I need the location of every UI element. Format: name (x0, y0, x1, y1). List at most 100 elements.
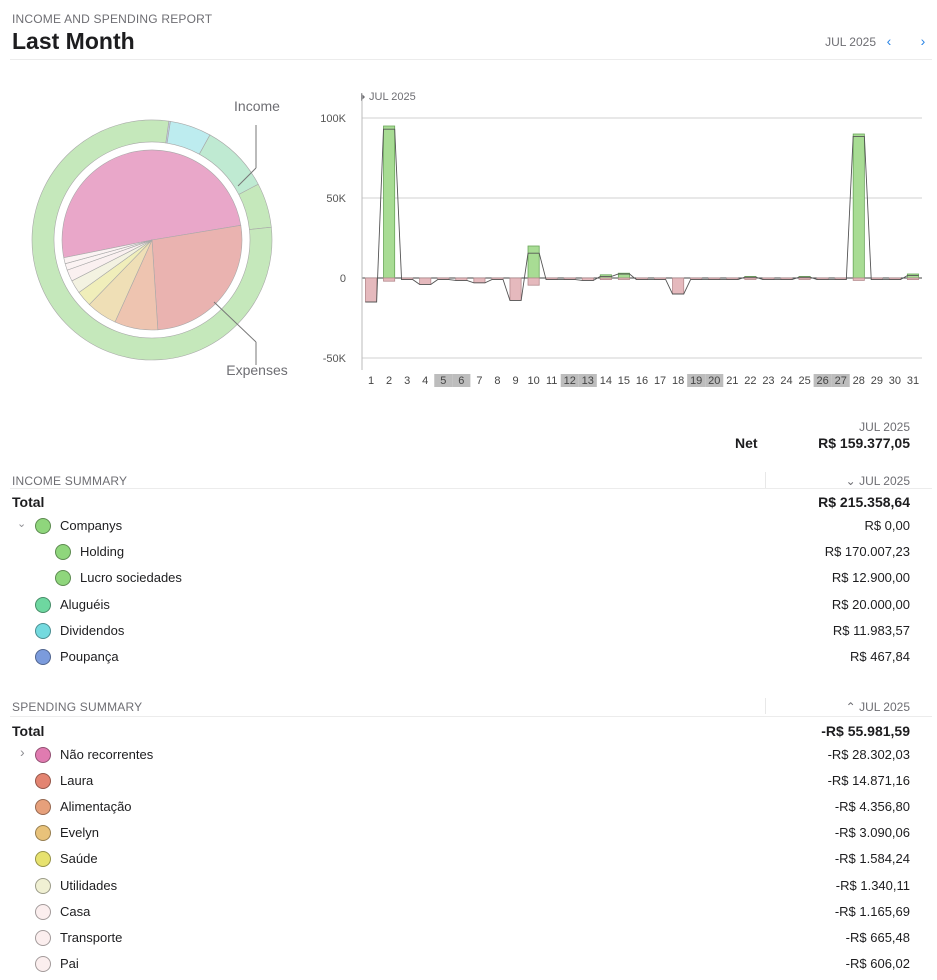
expense-bar[interactable] (419, 277, 432, 285)
income-slice[interactable] (31, 119, 273, 361)
section-divider (10, 716, 932, 717)
category-label: Holding (80, 544, 125, 560)
prev-period-button[interactable]: ‹ (881, 31, 897, 51)
spending-total-value: -R$ 55.981,59 (821, 723, 910, 739)
x-tick-label: 17 (654, 375, 666, 387)
income-summary-period-label: JUL 2025 (859, 474, 910, 488)
income-category-row[interactable]: ⌄ Companys R$ 0,00 (0, 514, 937, 540)
weekend-highlight (560, 374, 579, 387)
category-value: R$ 11.983,57 (832, 622, 910, 638)
x-tick-label: 14 (600, 375, 612, 387)
category-label: Companys (60, 518, 123, 533)
x-tick-label: 29 (871, 375, 883, 387)
spending-category-row[interactable]: Pai -R$ 606,02 (0, 952, 937, 978)
category-value: R$ 170.007,23 (824, 544, 910, 560)
y-tick-label: -50K (323, 353, 347, 365)
category-value: -R$ 1.165,69 (834, 903, 910, 919)
category-color-dot (35, 851, 51, 868)
net-line (365, 128, 919, 303)
category-color-dot (35, 596, 51, 613)
x-tick-label: 15 (618, 375, 630, 387)
income-category-row[interactable]: Poupança R$ 467,84 (0, 645, 937, 671)
income-summary-period[interactable]: ⌄ JUL 2025 (846, 474, 910, 488)
expense-bar[interactable] (383, 277, 396, 282)
expense-bar[interactable] (617, 277, 630, 280)
category-label: Não recorrentes (60, 747, 154, 762)
x-tick-label: 21 (726, 375, 738, 387)
income-bar[interactable] (383, 125, 396, 279)
category-color-dot (35, 773, 51, 790)
spending-summary-period-label: JUL 2025 (859, 700, 910, 714)
spending-summary-period[interactable]: ⌃ JUL 2025 (846, 700, 910, 714)
x-tick-label: 20 (708, 375, 720, 387)
chevron-right-icon[interactable]: › (20, 744, 25, 760)
x-tick-label: 26 (817, 375, 829, 387)
x-tick-label: 3 (404, 375, 410, 387)
income-leader-line (237, 167, 257, 187)
spending-category-row[interactable]: Alimentação -R$ 4.356,80 (0, 795, 937, 821)
expense-bar[interactable] (906, 277, 919, 280)
x-tick-label: 6 (458, 375, 464, 387)
weekend-highlight (578, 374, 597, 387)
category-label: Utilidades (60, 877, 118, 893)
category-value: -R$ 1.584,24 (834, 851, 910, 867)
income-bar[interactable] (852, 133, 865, 279)
weekend-highlight (831, 374, 850, 387)
category-label: Evelyn (60, 825, 100, 841)
x-tick-label: 2 (386, 375, 392, 387)
expense-bar[interactable] (509, 277, 522, 301)
income-category-row[interactable]: Lucro sociedades R$ 12.900,00 (0, 566, 937, 592)
income-category-row[interactable]: Aluguéis R$ 20.000,00 (0, 593, 937, 619)
spending-total-row: Total -R$ 55.981,59 (0, 719, 937, 745)
expense-bar[interactable] (852, 277, 865, 281)
spending-category-row[interactable]: Laura -R$ 14.871,16 (0, 769, 937, 795)
expense-bar[interactable] (527, 277, 540, 286)
weekend-highlight (434, 374, 453, 387)
x-tick-label: 16 (636, 375, 648, 387)
spending-category-row[interactable]: Saúde -R$ 1.584,24 (0, 847, 937, 873)
next-period-button[interactable]: › (915, 31, 931, 51)
expense-slice[interactable] (151, 225, 243, 331)
category-color-dot (35, 955, 51, 972)
expense-bar[interactable] (798, 277, 811, 280)
x-tick-label: 5 (440, 375, 446, 387)
income-category-row[interactable]: Holding R$ 170.007,23 (0, 540, 937, 566)
category-value: R$ 20.000,00 (831, 596, 910, 612)
category-value: R$ 12.900,00 (831, 570, 910, 586)
category-value: -R$ 28.302,03 (827, 747, 910, 762)
category-value: -R$ 1.340,11 (835, 877, 910, 893)
expense-bar[interactable] (473, 277, 486, 284)
category-value: -R$ 665,48 (845, 929, 910, 945)
category-color-dot (55, 544, 71, 561)
chevron-down-icon[interactable]: ⌄ (17, 518, 27, 530)
expense-slice[interactable] (63, 239, 153, 265)
chevron-up-icon: ⌃ (845, 700, 856, 714)
column-divider (765, 472, 766, 488)
expense-bar[interactable] (744, 277, 757, 280)
category-color-dot (35, 747, 51, 763)
x-tick-label: 4 (422, 375, 428, 387)
category-label: Dividendos (60, 622, 125, 638)
x-tick-label: 23 (762, 375, 774, 387)
spending-category-row[interactable]: Utilidades -R$ 1.340,11 (0, 874, 937, 900)
x-tick-label: 31 (907, 375, 919, 387)
report-subtitle: INCOME AND SPENDING REPORT (12, 12, 213, 26)
x-tick-label: 1 (368, 375, 374, 387)
income-category-row[interactable]: Dividendos R$ 11.983,57 (0, 619, 937, 645)
expense-bar[interactable] (365, 277, 378, 303)
category-value: R$ 467,84 (850, 649, 910, 664)
x-tick-label: 12 (564, 375, 576, 387)
spending-category-row[interactable]: Transporte -R$ 665,48 (0, 926, 937, 952)
spending-category-row[interactable]: › Não recorrentes -R$ 28.302,03 (0, 743, 937, 769)
category-label: Pai (60, 955, 79, 971)
income-bar[interactable] (527, 245, 540, 279)
x-tick-label: 13 (582, 375, 594, 387)
spending-category-row[interactable]: Casa -R$ 1.165,69 (0, 900, 937, 926)
x-tick-label: 25 (798, 375, 810, 387)
category-label: Saúde (60, 851, 98, 867)
category-value: -R$ 14.871,16 (827, 773, 910, 789)
expense-bar[interactable] (599, 277, 612, 280)
expense-bar[interactable] (672, 277, 685, 295)
spending-category-row[interactable]: Evelyn -R$ 3.090,06 (0, 821, 937, 847)
expense-slice[interactable] (61, 149, 242, 259)
